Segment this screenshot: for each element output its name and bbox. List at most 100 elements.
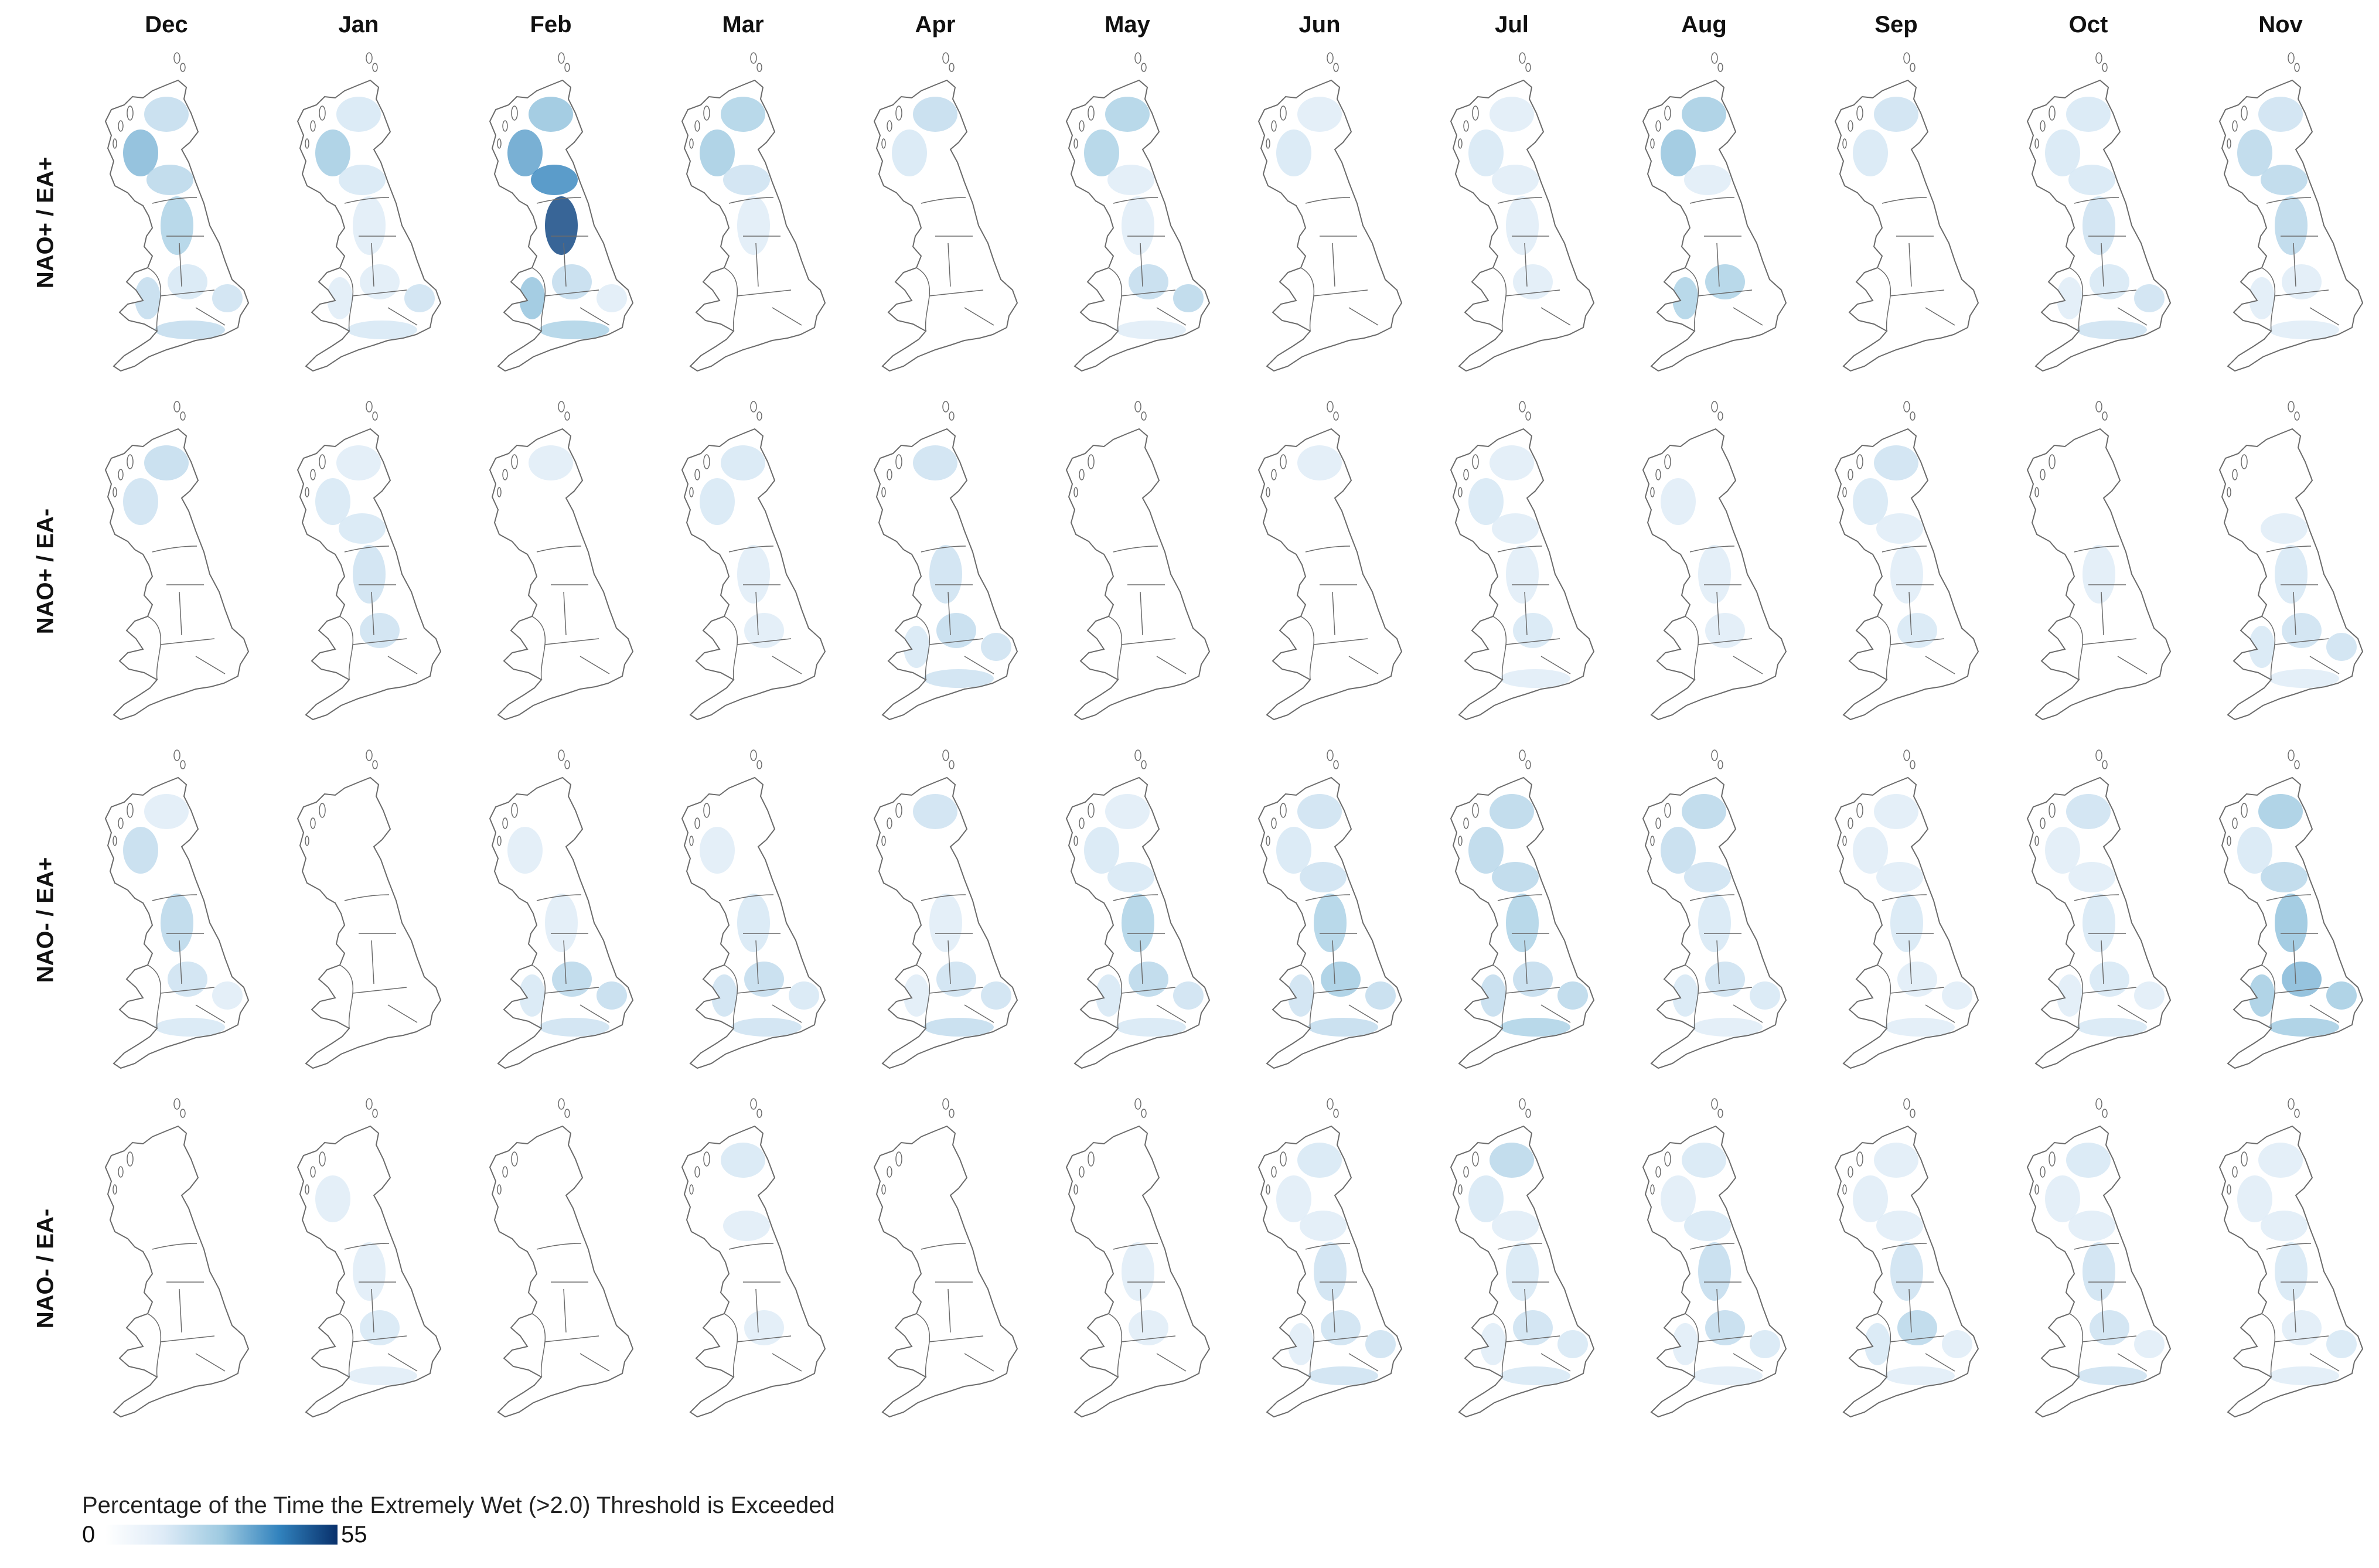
wet-area-midlands	[1705, 1310, 1745, 1345]
wet-area-north-england	[353, 545, 386, 604]
wet-area-east-england	[1942, 981, 1972, 1010]
island-5	[305, 1184, 309, 1195]
island-2	[2102, 1109, 2108, 1118]
region-border-6	[1540, 1004, 1571, 1023]
region-border-1	[921, 197, 966, 204]
region-border-2	[1300, 616, 1315, 680]
uk-map	[1834, 401, 1979, 721]
month-label-may: May	[1105, 12, 1150, 38]
island-5	[881, 1184, 886, 1195]
island-4	[694, 469, 700, 480]
region-border-5	[1908, 591, 1912, 636]
region-border-1	[1497, 546, 1543, 553]
island-4	[1079, 469, 1085, 480]
island-1	[173, 401, 180, 413]
island-3	[1856, 803, 1863, 818]
region-border-5	[1332, 591, 1335, 636]
wet-area-south-england	[2269, 1018, 2339, 1037]
island-5	[2034, 138, 2039, 149]
map-panel-1-may	[1039, 50, 1215, 396]
wet-area-east-england	[1173, 284, 1204, 312]
island-3	[511, 105, 518, 121]
region-border-5	[1908, 1289, 1912, 1333]
region-border-4	[352, 987, 407, 994]
wet-area-south-england	[2077, 1366, 2147, 1385]
wet-area-west-scotland	[507, 129, 543, 176]
wet-area-north-england	[1122, 894, 1154, 952]
wet-area-west-scotland	[507, 827, 543, 874]
wet-area-north-scotland	[529, 445, 573, 480]
island-3	[127, 1151, 134, 1167]
region-border-5	[947, 940, 951, 984]
wet-area-midlands	[1321, 962, 1361, 997]
wet-area-east-england	[2134, 1330, 2165, 1358]
island-2	[372, 411, 378, 421]
month-label-jul: Jul	[1495, 12, 1529, 38]
region-border-1	[728, 1243, 774, 1250]
region-border-5	[371, 591, 374, 636]
region-border-4	[1313, 987, 1368, 994]
island-2	[564, 411, 570, 421]
wet-area-north-england	[1506, 545, 1539, 604]
island-2	[1717, 1109, 1723, 1118]
map-panel-2-apr	[847, 398, 1023, 744]
island-2	[949, 63, 955, 72]
region-border-2	[531, 1313, 546, 1378]
region-border-5	[755, 591, 759, 636]
island-3	[1088, 454, 1095, 469]
wet-area-east-england	[1942, 1330, 1972, 1358]
wet-area-north-england	[737, 894, 770, 952]
wet-area-south-england	[923, 669, 994, 688]
map-panel-2-jun	[1232, 398, 1407, 744]
uk-map	[2218, 1098, 2364, 1418]
island-3	[1664, 105, 1671, 121]
wet-area-west-scotland	[315, 478, 350, 525]
island-5	[1842, 1184, 1847, 1195]
island-2	[1141, 1109, 1147, 1118]
island-5	[1458, 836, 1463, 846]
region-border-1	[1305, 894, 1351, 901]
coastline	[2026, 79, 2172, 372]
wet-area-north-scotland	[1874, 794, 1918, 829]
wet-area-north-scotland	[144, 794, 189, 829]
uk-map	[1257, 1098, 1403, 1418]
uk-map	[681, 401, 826, 721]
island-1	[750, 52, 757, 64]
uk-map	[104, 749, 250, 1069]
wet-area-west-scotland	[1084, 827, 1119, 874]
region-border-2	[1685, 616, 1699, 680]
island-1	[366, 401, 373, 413]
wet-area-midlands	[2282, 264, 2322, 299]
coastline	[681, 79, 826, 372]
region-border-4	[1505, 987, 1560, 994]
island-2	[2102, 760, 2108, 769]
map-panel-4-feb	[463, 1096, 639, 1441]
region-border-4	[2082, 1335, 2137, 1342]
region-border-4	[1121, 289, 1176, 296]
wet-area-midlands	[168, 264, 207, 299]
region-border-6	[1540, 307, 1571, 326]
wet-area-east-england	[1750, 981, 1780, 1010]
island-1	[1903, 52, 1910, 64]
region-border-5	[371, 1289, 374, 1333]
wet-area-south-scotland	[531, 165, 578, 195]
month-label-feb: Feb	[530, 12, 572, 38]
wet-area-north-england	[161, 196, 193, 255]
island-4	[118, 817, 124, 829]
region-border-2	[531, 616, 546, 680]
region-border-2	[1108, 616, 1123, 680]
island-5	[1650, 836, 1655, 846]
wet-area-north-england	[545, 894, 578, 952]
region-border-1	[1689, 1243, 1735, 1250]
island-5	[1073, 138, 1078, 149]
map-panel-4-apr	[847, 1096, 1023, 1441]
region-border-4	[737, 638, 792, 645]
wet-area-east-england	[1365, 981, 1396, 1010]
island-2	[1525, 760, 1531, 769]
region-border-5	[1524, 591, 1528, 636]
island-3	[1664, 1151, 1671, 1167]
island-2	[1910, 411, 1916, 421]
region-border-6	[1156, 1004, 1187, 1023]
wet-area-south-england	[1692, 1366, 1763, 1385]
region-border-6	[1156, 656, 1187, 674]
